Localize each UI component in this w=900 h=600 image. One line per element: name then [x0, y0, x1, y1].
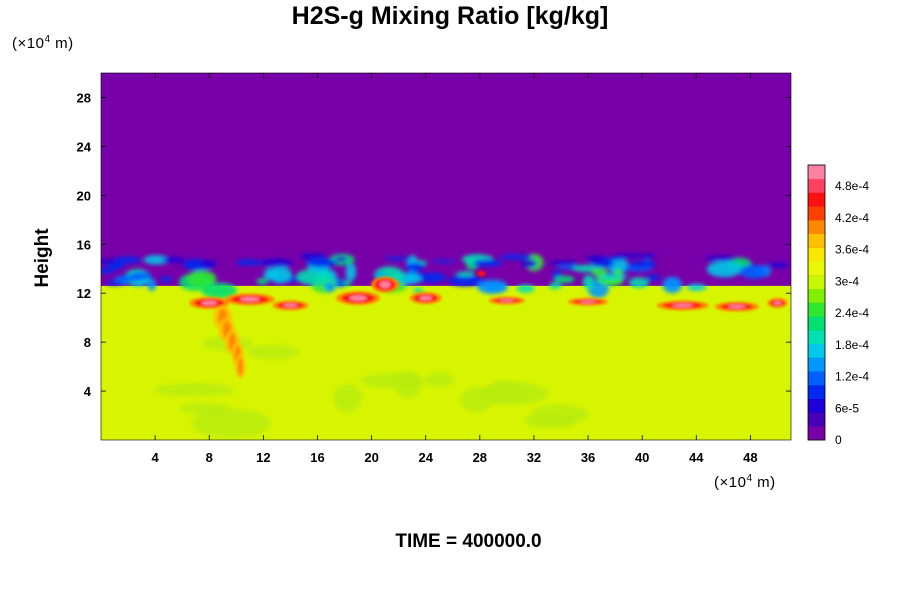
- heatmap-field: [101, 73, 791, 440]
- colorbar-tick-label: 6e-5: [835, 401, 859, 415]
- y-axis-unit: (×104 m): [12, 34, 74, 52]
- y-tick-label: 28: [77, 90, 91, 105]
- colorbar-segment: [808, 233, 825, 248]
- colorbar-segment: [808, 178, 825, 193]
- colorbar-segment: [808, 261, 825, 276]
- x-tick-label: 24: [418, 450, 433, 465]
- x-tick-label: 32: [527, 450, 541, 465]
- colorbar-tick-label: 2.4e-4: [835, 306, 869, 320]
- colorbar-segment: [808, 206, 825, 221]
- colorbar-segment: [808, 302, 825, 317]
- colorbar-tick-label: 3e-4: [835, 274, 859, 288]
- colorbar-segment: [808, 247, 825, 262]
- y-axis-label: Height: [32, 228, 53, 288]
- x-tick-label: 44: [689, 450, 704, 465]
- colorbar-segment: [808, 426, 825, 441]
- colorbar-segment: [808, 398, 825, 413]
- x-tick-label: 12: [256, 450, 270, 465]
- colorbar: [807, 164, 826, 441]
- field-features: [101, 252, 789, 439]
- time-label: TIME = 400000.0: [395, 531, 542, 552]
- colorbar-segment: [808, 316, 825, 331]
- chart-title: H2S-g Mixing Ratio [kg/kg]: [291, 2, 609, 30]
- x-tick-label: 8: [206, 450, 213, 465]
- plot-frame: [100, 72, 792, 441]
- field-hot-band: [189, 270, 788, 379]
- x-tick-label: 48: [743, 450, 757, 465]
- x-tick-label: 36: [581, 450, 595, 465]
- colorbar-tick-label: 0: [835, 433, 842, 447]
- colorbar-tick-label: 3.6e-4: [835, 243, 869, 257]
- colorbar-segment: [808, 288, 825, 303]
- colorbar-segment: [808, 371, 825, 386]
- x-tick-label: 40: [635, 450, 649, 465]
- colorbar-segment: [808, 192, 825, 207]
- y-tick-label: 8: [84, 335, 91, 350]
- colorbar-segment: [808, 412, 825, 427]
- y-tick-label: 16: [77, 237, 91, 252]
- x-axis-unit: (×104 m): [714, 473, 776, 491]
- x-tick-label: 4: [152, 450, 160, 465]
- colorbar-ticks: 0 6e-5 1.2e-4 1.8e-4 2.4e-4 3e-4 3.6e-4 4.2e-4 4…: [835, 179, 869, 447]
- colorbar-segment: [808, 275, 825, 290]
- colorbar-tick-label: 4.2e-4: [835, 211, 869, 225]
- y-tick-label: 4: [84, 384, 92, 399]
- colorbar-segment: [808, 343, 825, 358]
- y-tick-label: 20: [77, 188, 91, 203]
- x-tick-label: 20: [364, 450, 378, 465]
- colorbar-segment: [808, 385, 825, 400]
- colorbar-segment: [808, 330, 825, 345]
- y-axis-ticks: 4 8 12 16 20 24 28: [77, 90, 791, 399]
- y-tick-label: 12: [77, 286, 91, 301]
- colorbar-segment: [808, 165, 825, 180]
- colorbar-tick-label: 1.8e-4: [835, 338, 869, 352]
- x-tick-label: 16: [310, 450, 324, 465]
- colorbar-tick-label: 4.8e-4: [835, 179, 869, 193]
- x-tick-label: 28: [473, 450, 487, 465]
- y-tick-label: 24: [77, 139, 92, 154]
- colorbar-frame: [807, 164, 826, 441]
- colorbar-tick-label: 1.2e-4: [835, 370, 869, 384]
- x-axis-ticks: 4 8 12 16 20 24 28 32 36 40 44 48: [152, 73, 758, 465]
- colorbar-segment: [808, 220, 825, 235]
- colorbar-segment: [808, 357, 825, 372]
